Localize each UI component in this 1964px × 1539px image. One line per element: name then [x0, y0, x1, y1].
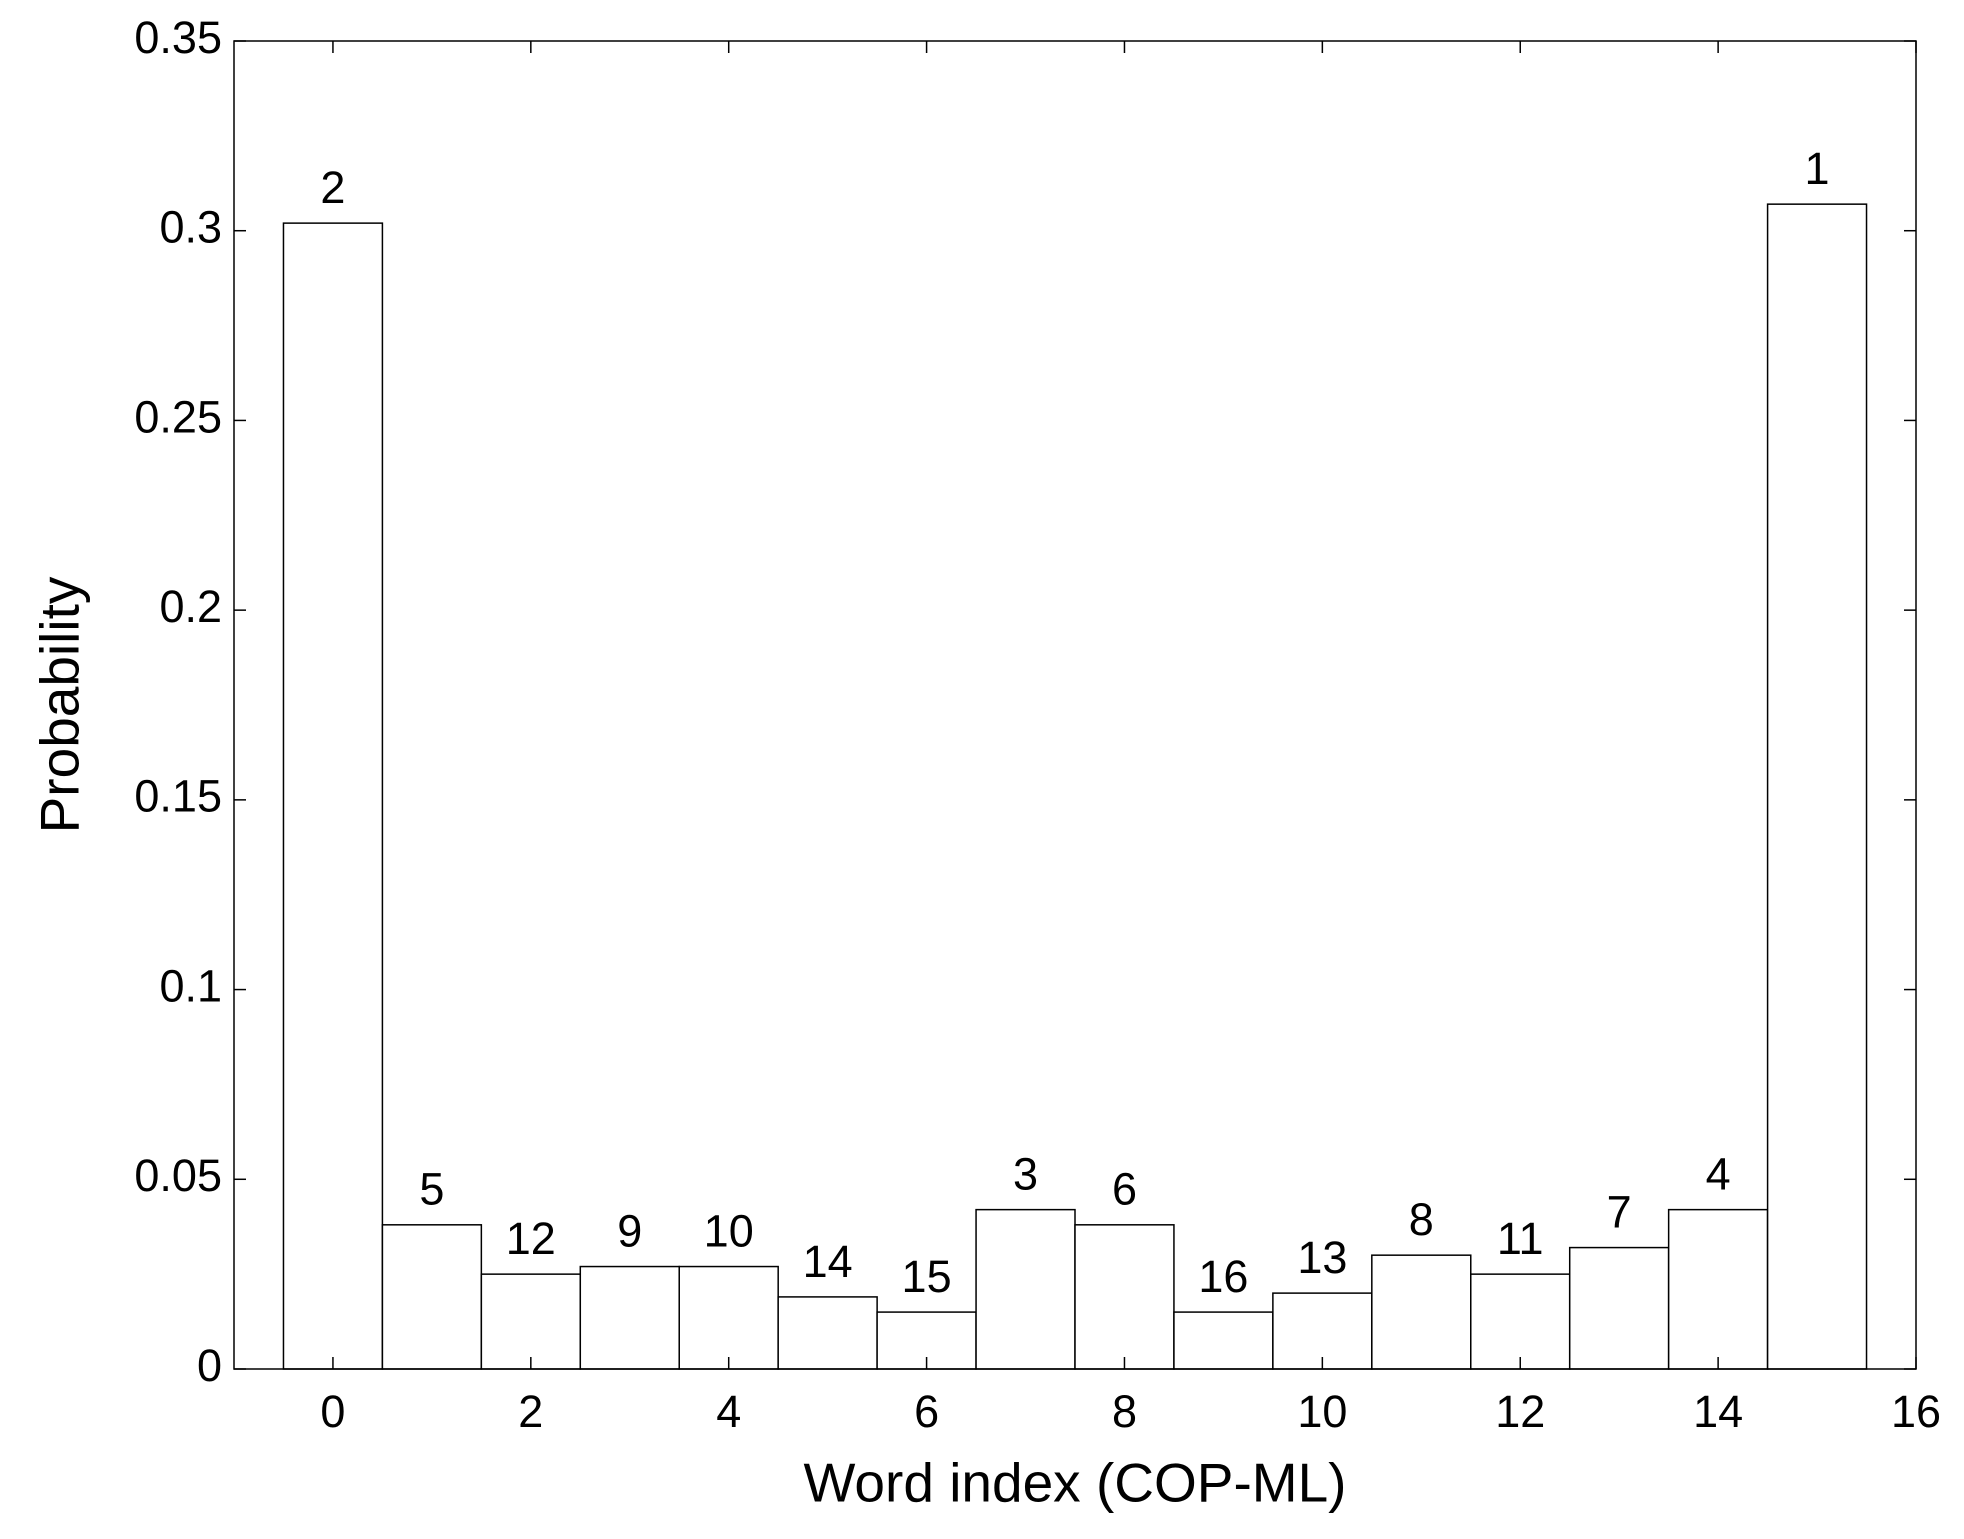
y-tick-label: 0.3: [159, 202, 222, 253]
bar-label: 16: [1198, 1251, 1248, 1302]
bar: [975, 1208, 1076, 1370]
bar-label: 7: [1607, 1186, 1632, 1237]
bar: [1074, 1224, 1175, 1370]
bar-label: 15: [902, 1251, 952, 1302]
bar-label: 14: [803, 1236, 853, 1287]
bar: [282, 222, 384, 1370]
x-tick-label: 14: [1693, 1386, 1743, 1437]
bar: [1766, 203, 1868, 1370]
bar-label: 10: [704, 1205, 754, 1256]
bar-label: 6: [1112, 1164, 1137, 1215]
bar-label: 13: [1297, 1232, 1347, 1283]
plot-frame: [233, 40, 1917, 1370]
bar: [1470, 1273, 1571, 1370]
bar: [1568, 1246, 1670, 1370]
y-tick-label: 0.05: [134, 1150, 222, 1201]
y-tick-label: 0.35: [134, 12, 222, 63]
x-tick-label: 8: [1112, 1386, 1137, 1437]
x-tick-label: 6: [914, 1386, 939, 1437]
bar-label: 2: [320, 162, 345, 213]
y-tick-label: 0.2: [159, 581, 222, 632]
bar-label: 11: [1497, 1213, 1544, 1264]
bar-label: 9: [617, 1205, 642, 1256]
bar: [381, 1224, 483, 1370]
bar: [777, 1296, 878, 1370]
x-tick-label: 2: [518, 1386, 543, 1437]
bar: [678, 1265, 779, 1370]
bar-label: 12: [506, 1213, 556, 1264]
bar: [1371, 1254, 1472, 1370]
y-tick-label: 0.25: [134, 391, 222, 442]
bar-label: 1: [1805, 143, 1830, 194]
bar-label: 8: [1409, 1194, 1434, 1245]
bar-label: 5: [419, 1164, 444, 1215]
bar: [480, 1273, 582, 1370]
bar: [1173, 1311, 1274, 1370]
y-tick-label: 0: [197, 1340, 222, 1391]
y-axis-label: Probability: [29, 576, 91, 833]
bar: [579, 1265, 680, 1370]
x-tick-label: 4: [716, 1386, 741, 1437]
y-tick-label: 0.15: [134, 771, 222, 822]
x-tick-label: 12: [1495, 1386, 1545, 1437]
bar: [1272, 1292, 1373, 1370]
x-tick-label: 16: [1891, 1386, 1941, 1437]
y-tick-label: 0.1: [159, 960, 222, 1011]
x-tick-label: 0: [320, 1386, 345, 1437]
x-axis-label: Word index (COP-ML): [804, 1452, 1347, 1514]
x-tick-label: 10: [1297, 1386, 1347, 1437]
bar: [1667, 1208, 1769, 1370]
bar-label: 3: [1013, 1149, 1038, 1200]
bar-label: 4: [1706, 1149, 1731, 1200]
